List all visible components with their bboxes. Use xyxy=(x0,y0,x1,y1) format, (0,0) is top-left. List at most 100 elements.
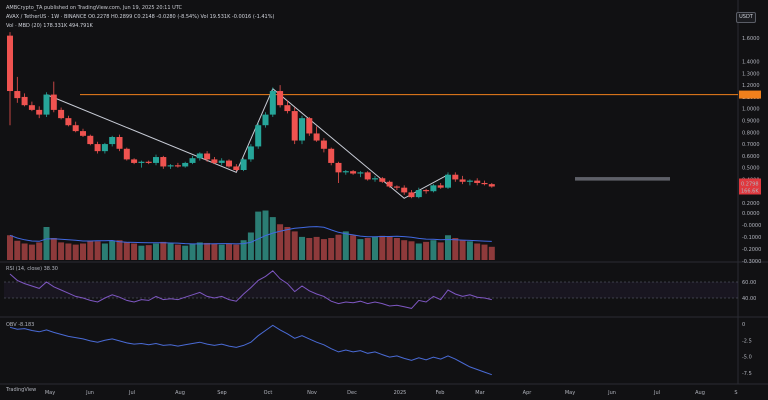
candle-body xyxy=(196,153,203,159)
volume-bar xyxy=(488,246,495,260)
volume-legend[interactable]: Vol · MBD (20) 178.331K 494.791K xyxy=(6,23,93,29)
candle-body xyxy=(123,148,130,160)
time-tick-label: Jul xyxy=(128,390,135,396)
time-tick-label: 2025 xyxy=(394,390,407,396)
volume-tick-label: -0.1000 xyxy=(742,235,761,241)
volume-bar xyxy=(481,244,488,260)
volume-bar xyxy=(284,227,291,260)
volume-tick-label: -0.0000 xyxy=(742,223,761,229)
candle-body xyxy=(240,159,247,170)
candle-body xyxy=(211,159,218,163)
rsi-label[interactable]: RSI (14, close) 38.30 xyxy=(6,266,58,272)
time-tick-label: Mar xyxy=(475,390,485,396)
candle-body xyxy=(131,159,138,163)
obv-tick-label: 0 xyxy=(742,322,745,328)
currency-badge[interactable]: USDT xyxy=(736,12,756,23)
candle-body xyxy=(452,174,459,180)
volume-bar xyxy=(21,243,28,260)
candle-body xyxy=(408,192,415,198)
candle-body xyxy=(415,190,422,198)
time-tick-label: Nov xyxy=(307,390,317,396)
candle-body xyxy=(218,160,225,163)
candle-body xyxy=(488,184,495,187)
resistance-price-tag xyxy=(739,90,761,99)
volume-bar xyxy=(211,243,218,260)
volume-bar xyxy=(342,231,349,260)
volume-bar xyxy=(269,217,276,260)
candle-body xyxy=(320,140,327,149)
candle-body xyxy=(299,118,305,141)
volume-bar xyxy=(138,245,145,260)
candle-body xyxy=(474,180,481,183)
volume-bar xyxy=(291,231,298,260)
candle-body xyxy=(437,185,444,188)
obv-tick-label: -7.5 xyxy=(742,371,752,377)
volume-bar xyxy=(335,234,342,260)
volume-bar xyxy=(379,235,386,260)
volume-bar xyxy=(182,245,189,260)
volume-bar xyxy=(50,238,57,260)
price-tick-label: 0.5000 xyxy=(742,166,760,172)
candle-body xyxy=(153,157,159,163)
obv-tick-label: -2.5 xyxy=(742,338,752,344)
volume-bar xyxy=(459,240,466,260)
volume-bar xyxy=(357,239,364,260)
candle-body xyxy=(306,118,313,134)
volume-bar xyxy=(277,224,284,260)
candle-body xyxy=(182,162,189,167)
obv-tick-label: -5.0 xyxy=(742,355,752,361)
volume-bar xyxy=(145,245,152,260)
candle-body xyxy=(350,171,357,174)
volume-bar xyxy=(167,243,174,260)
volume-bar xyxy=(240,240,247,260)
candle-body xyxy=(459,179,466,182)
candle-body xyxy=(379,178,386,182)
obv-label[interactable]: OBV -8.183 xyxy=(6,322,35,328)
candle-body xyxy=(226,160,232,167)
time-tick-label: Dec xyxy=(347,390,357,396)
time-tick-label: Aug xyxy=(695,390,705,396)
volume-bar xyxy=(299,236,305,260)
volume-bar xyxy=(452,238,459,260)
candle-body xyxy=(138,161,145,163)
candle-body xyxy=(72,125,79,132)
volume-bar xyxy=(14,240,21,260)
candle-body xyxy=(36,109,43,115)
candle-body xyxy=(233,166,240,170)
volume-tick-label: -0.2000 xyxy=(742,247,761,253)
tradingview-logo[interactable]: TradingView xyxy=(6,387,37,393)
price-tick-label: 1.6000 xyxy=(742,36,760,42)
candle-body xyxy=(58,109,65,119)
obv-line xyxy=(9,324,492,376)
candle-body xyxy=(291,111,298,141)
candle-body xyxy=(65,118,72,126)
volume-bar xyxy=(160,241,167,260)
candle-body xyxy=(50,94,57,110)
candle-body xyxy=(189,158,196,163)
volume-bar xyxy=(7,235,13,260)
volume-bar xyxy=(386,236,393,260)
volume-bar xyxy=(320,239,327,260)
volume-sma-line xyxy=(9,226,492,245)
volume-tick-label: 0.0000 xyxy=(742,211,760,217)
candle-body xyxy=(101,144,108,152)
volume-bar xyxy=(65,243,72,260)
rsi-line xyxy=(9,270,492,309)
candle-body xyxy=(145,161,152,163)
volume-bar xyxy=(466,241,473,260)
time-tick-label: Jun xyxy=(85,390,94,396)
volume-bar xyxy=(58,242,65,260)
candle-body xyxy=(277,91,284,106)
candle-body xyxy=(481,182,488,185)
price-tick-label: 1.3000 xyxy=(742,71,760,77)
time-tick-label: Sep xyxy=(217,390,226,396)
candle-body xyxy=(255,125,262,147)
volume-bar xyxy=(72,244,79,260)
volume-bar xyxy=(423,241,430,260)
volume-bar xyxy=(94,241,101,260)
volume-bar xyxy=(226,243,232,260)
symbol-legend[interactable]: AVAX / TetherUS · 1W · BINANCE O0.2278 H… xyxy=(6,14,275,20)
volume-bar xyxy=(313,236,320,260)
